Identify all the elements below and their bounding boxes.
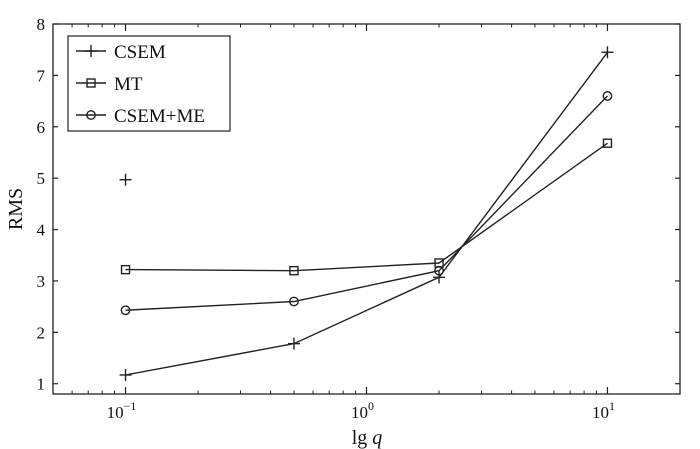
y-tick-label: 6 [37,118,46,137]
y-tick-label: 8 [37,15,46,34]
series-line [125,51,609,376]
marker-plus [85,45,97,57]
y-tick-label: 5 [37,169,46,188]
marker-plus [287,337,300,350]
y-tick-label: 1 [37,375,46,394]
y-tick-label: 7 [37,66,46,85]
series-layer [119,46,614,381]
x-tick-label-exp: 0 [368,399,374,413]
marker-square [289,265,299,276]
x-tick-label-exp: −1 [124,399,137,413]
y-tick-label: 4 [37,221,46,240]
y-tick-label: 2 [37,323,46,342]
x-tick-label: 101 [592,399,615,422]
legend: CSEM MT CSEM+ME [67,35,231,132]
marker-square [120,264,131,275]
x-tick-label-exp: 1 [609,399,615,413]
x-tick-label: 100 [351,399,374,422]
y-axis: 1 2 3 4 5 6 7 8 [37,15,680,394]
marker-circle [120,305,131,316]
y-axis-label: RMS [5,188,27,230]
marker-circle [602,91,613,101]
x-tick-label-base: 10 [351,403,368,422]
marker-circle [86,110,96,120]
x-tick-label-base: 10 [592,403,609,422]
series-line [125,95,609,311]
x-axis-label-var: q [372,427,382,449]
legend-label: CSEM [114,42,166,63]
legend-label: MT [114,74,143,95]
x-axis-label: lg q [352,427,383,449]
marker-square [602,138,613,148]
marker-circle [289,296,299,307]
series-line [125,142,608,272]
marker-plus [119,368,132,381]
x-tick-label: 10−1 [107,399,137,422]
y-tick-label: 3 [37,272,46,291]
marker-circle [434,265,444,276]
marker-plus [433,271,446,284]
marker-plus [601,46,614,59]
x-axis: 10−1 100 101 [71,24,615,422]
x-axis-label-main: lg [352,427,368,449]
marker-plus [119,173,132,186]
legend-label: CSEM+ME [114,106,205,127]
series-csem-me [120,91,613,316]
series-mt [120,138,613,276]
x-tick-label-base: 10 [107,403,124,422]
series-csem [119,46,614,381]
marker-square [86,78,96,88]
